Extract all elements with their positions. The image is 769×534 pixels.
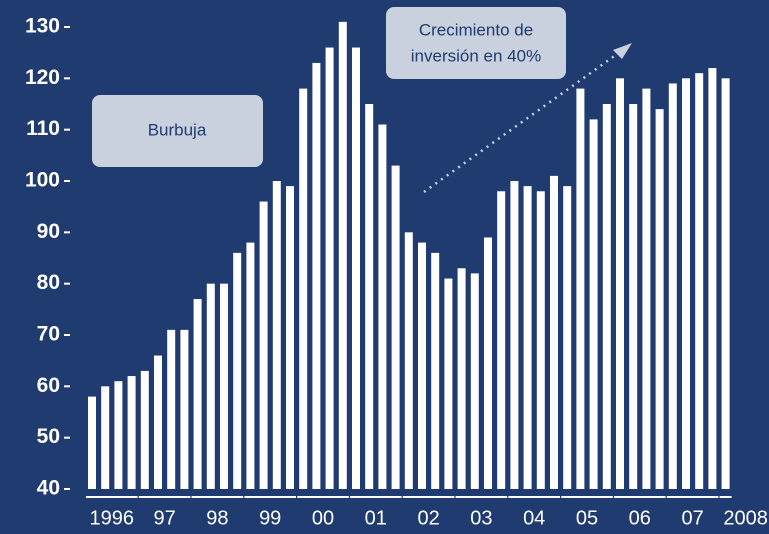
bar: [668, 83, 677, 489]
y-tick-label: 70: [37, 323, 60, 346]
bar: [325, 47, 334, 490]
x-tick-label: 97: [153, 507, 175, 529]
bar: [233, 252, 242, 489]
bar: [299, 88, 308, 489]
annotation: Crecimiento de: [419, 20, 533, 39]
bar: [127, 376, 136, 489]
bar: [180, 329, 189, 489]
bar: [259, 201, 268, 490]
x-tick-label: 00: [312, 507, 334, 529]
bar: [272, 181, 281, 489]
bar: [536, 191, 545, 489]
annotation-box: [386, 7, 566, 79]
y-tick-label: 110: [26, 117, 60, 140]
bar: [246, 242, 255, 489]
bar: [642, 88, 651, 489]
bar: [602, 104, 611, 489]
x-tick-label: 02: [417, 507, 439, 529]
bar: [391, 165, 400, 489]
y-tick-label: 90: [37, 220, 60, 243]
bar: [312, 62, 321, 489]
bar: [589, 119, 598, 490]
bar: [576, 88, 585, 489]
bar: [193, 299, 202, 489]
bar: [378, 124, 387, 490]
bar: [206, 283, 215, 489]
bar: [444, 278, 453, 489]
trend-arrow: [423, 50, 621, 194]
x-tick-label: 06: [629, 507, 651, 529]
y-tick-label: 50: [37, 425, 60, 448]
bar: [404, 232, 413, 490]
bar: [365, 104, 374, 489]
bar: [457, 268, 466, 489]
bar: [695, 73, 704, 489]
bar: [220, 283, 228, 489]
bar: [563, 186, 572, 489]
bar: [140, 370, 149, 489]
x-tick-label: 99: [259, 507, 281, 529]
annotation: Burbuja: [148, 120, 207, 139]
x-tick-label: 03: [470, 507, 492, 529]
annotation-box: [92, 95, 263, 167]
bar: [167, 329, 176, 489]
y-tick-label: 130: [25, 15, 60, 38]
x-tick-label: 1996: [90, 507, 135, 529]
bar: [352, 47, 360, 490]
bar: [550, 175, 558, 489]
y-tick-label: 120: [25, 66, 60, 89]
bar: [88, 396, 96, 489]
x-tick-label: 07: [681, 507, 703, 529]
bar: [431, 252, 440, 489]
bar: [497, 191, 506, 489]
y-tick-label: 40: [37, 477, 60, 500]
bar: [154, 355, 162, 489]
bar: [484, 237, 492, 489]
bar: [655, 109, 664, 489]
x-tick-label: 05: [576, 507, 598, 529]
y-tick-label: 100: [25, 169, 60, 192]
y-tick-label: 60: [37, 374, 60, 397]
x-tick-label: 01: [365, 507, 387, 529]
x-tick-label: 04: [523, 507, 545, 529]
annotation: inversión en 40%: [411, 46, 541, 65]
x-tick-label: 98: [206, 507, 228, 529]
bar: [418, 242, 426, 489]
bar: [286, 186, 294, 489]
arrow-head: [613, 43, 632, 59]
bar: [682, 78, 690, 489]
bar: [101, 386, 110, 489]
x-tick-label: 2008: [723, 507, 768, 529]
bar: [114, 381, 123, 489]
bar: [629, 104, 638, 489]
bar: [708, 68, 717, 490]
bar: [721, 78, 730, 489]
y-tick-label: 80: [37, 271, 60, 294]
bar: [338, 21, 347, 489]
bar: [510, 181, 519, 489]
bar: [616, 78, 624, 489]
bar: [523, 186, 532, 489]
bar: [470, 273, 479, 489]
